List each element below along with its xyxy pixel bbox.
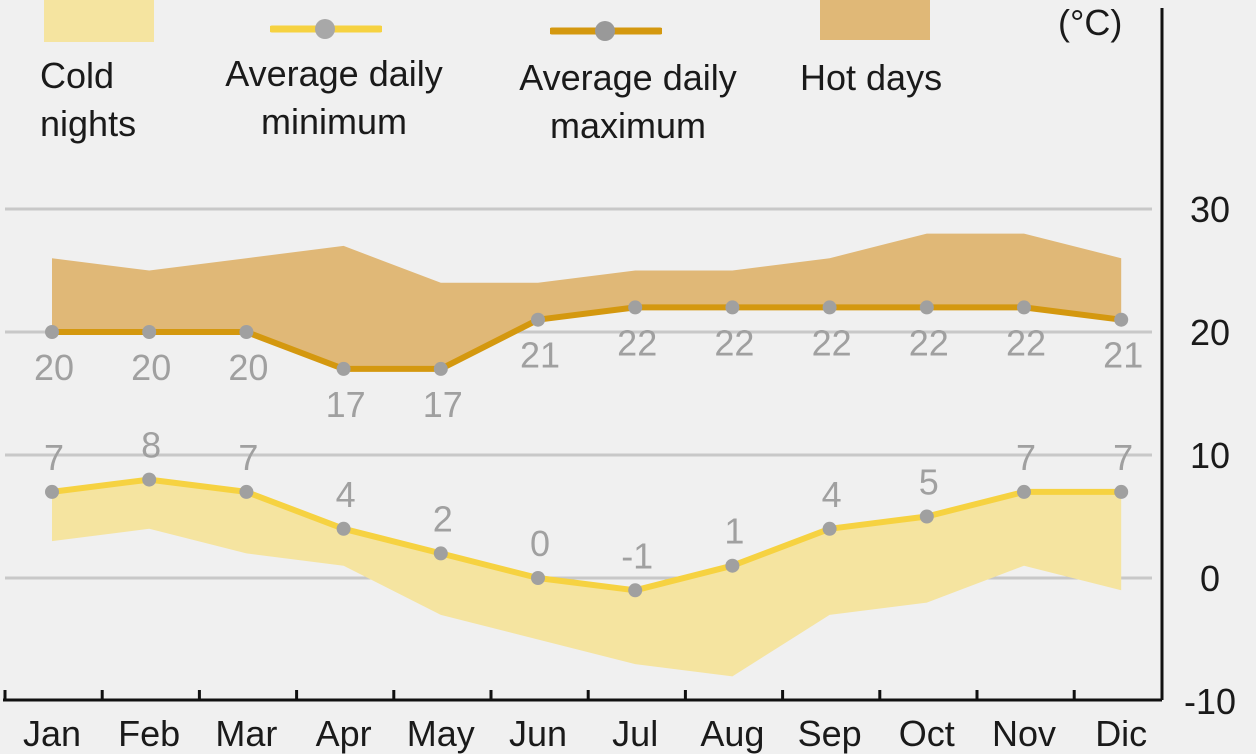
x-tick-label: Sep — [798, 713, 862, 754]
min-data-label: 0 — [530, 523, 550, 564]
min-data-label: 7 — [1113, 437, 1133, 478]
max-data-label: 20 — [131, 347, 171, 388]
legend-hot-days-label: Hot days — [800, 57, 943, 98]
min-data-label: 5 — [919, 462, 939, 503]
min-data-label: 2 — [433, 498, 453, 539]
x-tick-label: Jun — [509, 713, 567, 754]
y-tick-label: 30 — [1190, 189, 1230, 230]
min-point — [531, 571, 545, 585]
legend-avg-max-label: Average daily maximum — [519, 57, 737, 146]
min-point — [725, 558, 740, 573]
max-point — [822, 300, 837, 315]
max-data-label: 17 — [326, 384, 366, 425]
max-point — [725, 300, 740, 315]
max-data-label: 22 — [1006, 322, 1046, 363]
series-markers — [45, 300, 1129, 598]
x-tick-label: Dic — [1095, 713, 1147, 754]
max-data-label: 22 — [909, 322, 949, 363]
x-tick-label: Oct — [899, 713, 955, 754]
series-lines — [51, 304, 1122, 594]
max-point — [239, 325, 254, 339]
min-data-label: 7 — [1016, 437, 1036, 478]
y-tick-label: 20 — [1190, 312, 1230, 353]
band-cold-nights — [52, 479, 1122, 677]
legend-avg-min-label: Average daily minimum — [225, 53, 443, 142]
min-data-label: 8 — [141, 425, 161, 466]
max-data-label: 21 — [520, 335, 560, 376]
min-point — [822, 521, 837, 536]
min-data-label: 7 — [238, 437, 258, 478]
max-point — [142, 325, 157, 339]
min-data-label: 4 — [336, 474, 356, 515]
max-data-label: 20 — [228, 347, 268, 388]
y-tick-label: 10 — [1190, 435, 1230, 476]
max-data-label: 21 — [1103, 335, 1143, 376]
x-tick-label: Nov — [992, 713, 1056, 754]
max-point — [336, 361, 351, 376]
series-line-max — [52, 304, 1122, 372]
legend-cold-nights-label: Cold nights — [40, 55, 137, 144]
max-point — [433, 361, 448, 376]
max-data-label: 17 — [423, 384, 463, 425]
legend-cold-nights-swatch — [44, 0, 154, 42]
y-tick-label: -10 — [1184, 681, 1236, 722]
x-tick-label: Jul — [612, 713, 658, 754]
min-point — [1017, 484, 1031, 499]
min-point — [142, 472, 157, 487]
min-data-label: 7 — [44, 437, 64, 478]
min-point — [919, 509, 934, 524]
min-point — [336, 521, 351, 536]
x-tick-label: Feb — [118, 713, 180, 754]
band-hot-days — [52, 233, 1122, 369]
max-point — [628, 300, 643, 315]
min-data-label: -1 — [621, 535, 653, 576]
min-point — [628, 583, 643, 598]
min-point — [239, 484, 254, 499]
x-tick-label: Jan — [23, 713, 81, 754]
bands — [52, 233, 1122, 677]
max-data-label: 22 — [812, 322, 852, 363]
min-point — [45, 484, 59, 499]
min-point — [433, 546, 448, 561]
min-data-label: 4 — [822, 474, 842, 515]
series-line-min — [51, 476, 1122, 594]
max-point — [45, 325, 59, 339]
max-point — [919, 300, 934, 315]
legend-hot-days-swatch — [820, 0, 930, 40]
max-data-label: 22 — [617, 322, 657, 363]
unit-label: (°C) — [1058, 2, 1123, 43]
min-data-label: 1 — [724, 511, 744, 552]
max-point — [1114, 312, 1129, 327]
y-tick-label: 0 — [1200, 558, 1220, 599]
legend-avg-min-swatch — [270, 19, 382, 39]
x-tick-label: Mar — [215, 713, 277, 754]
x-tick-label: Apr — [316, 713, 372, 754]
x-tick-label: May — [407, 713, 475, 754]
max-data-label: 20 — [34, 347, 74, 388]
max-point — [531, 312, 545, 327]
legend-avg-max-swatch — [550, 21, 662, 41]
min-point — [1114, 484, 1129, 499]
max-data-label: 22 — [714, 322, 754, 363]
x-tick-label: Aug — [700, 713, 764, 754]
max-point — [1017, 300, 1031, 315]
